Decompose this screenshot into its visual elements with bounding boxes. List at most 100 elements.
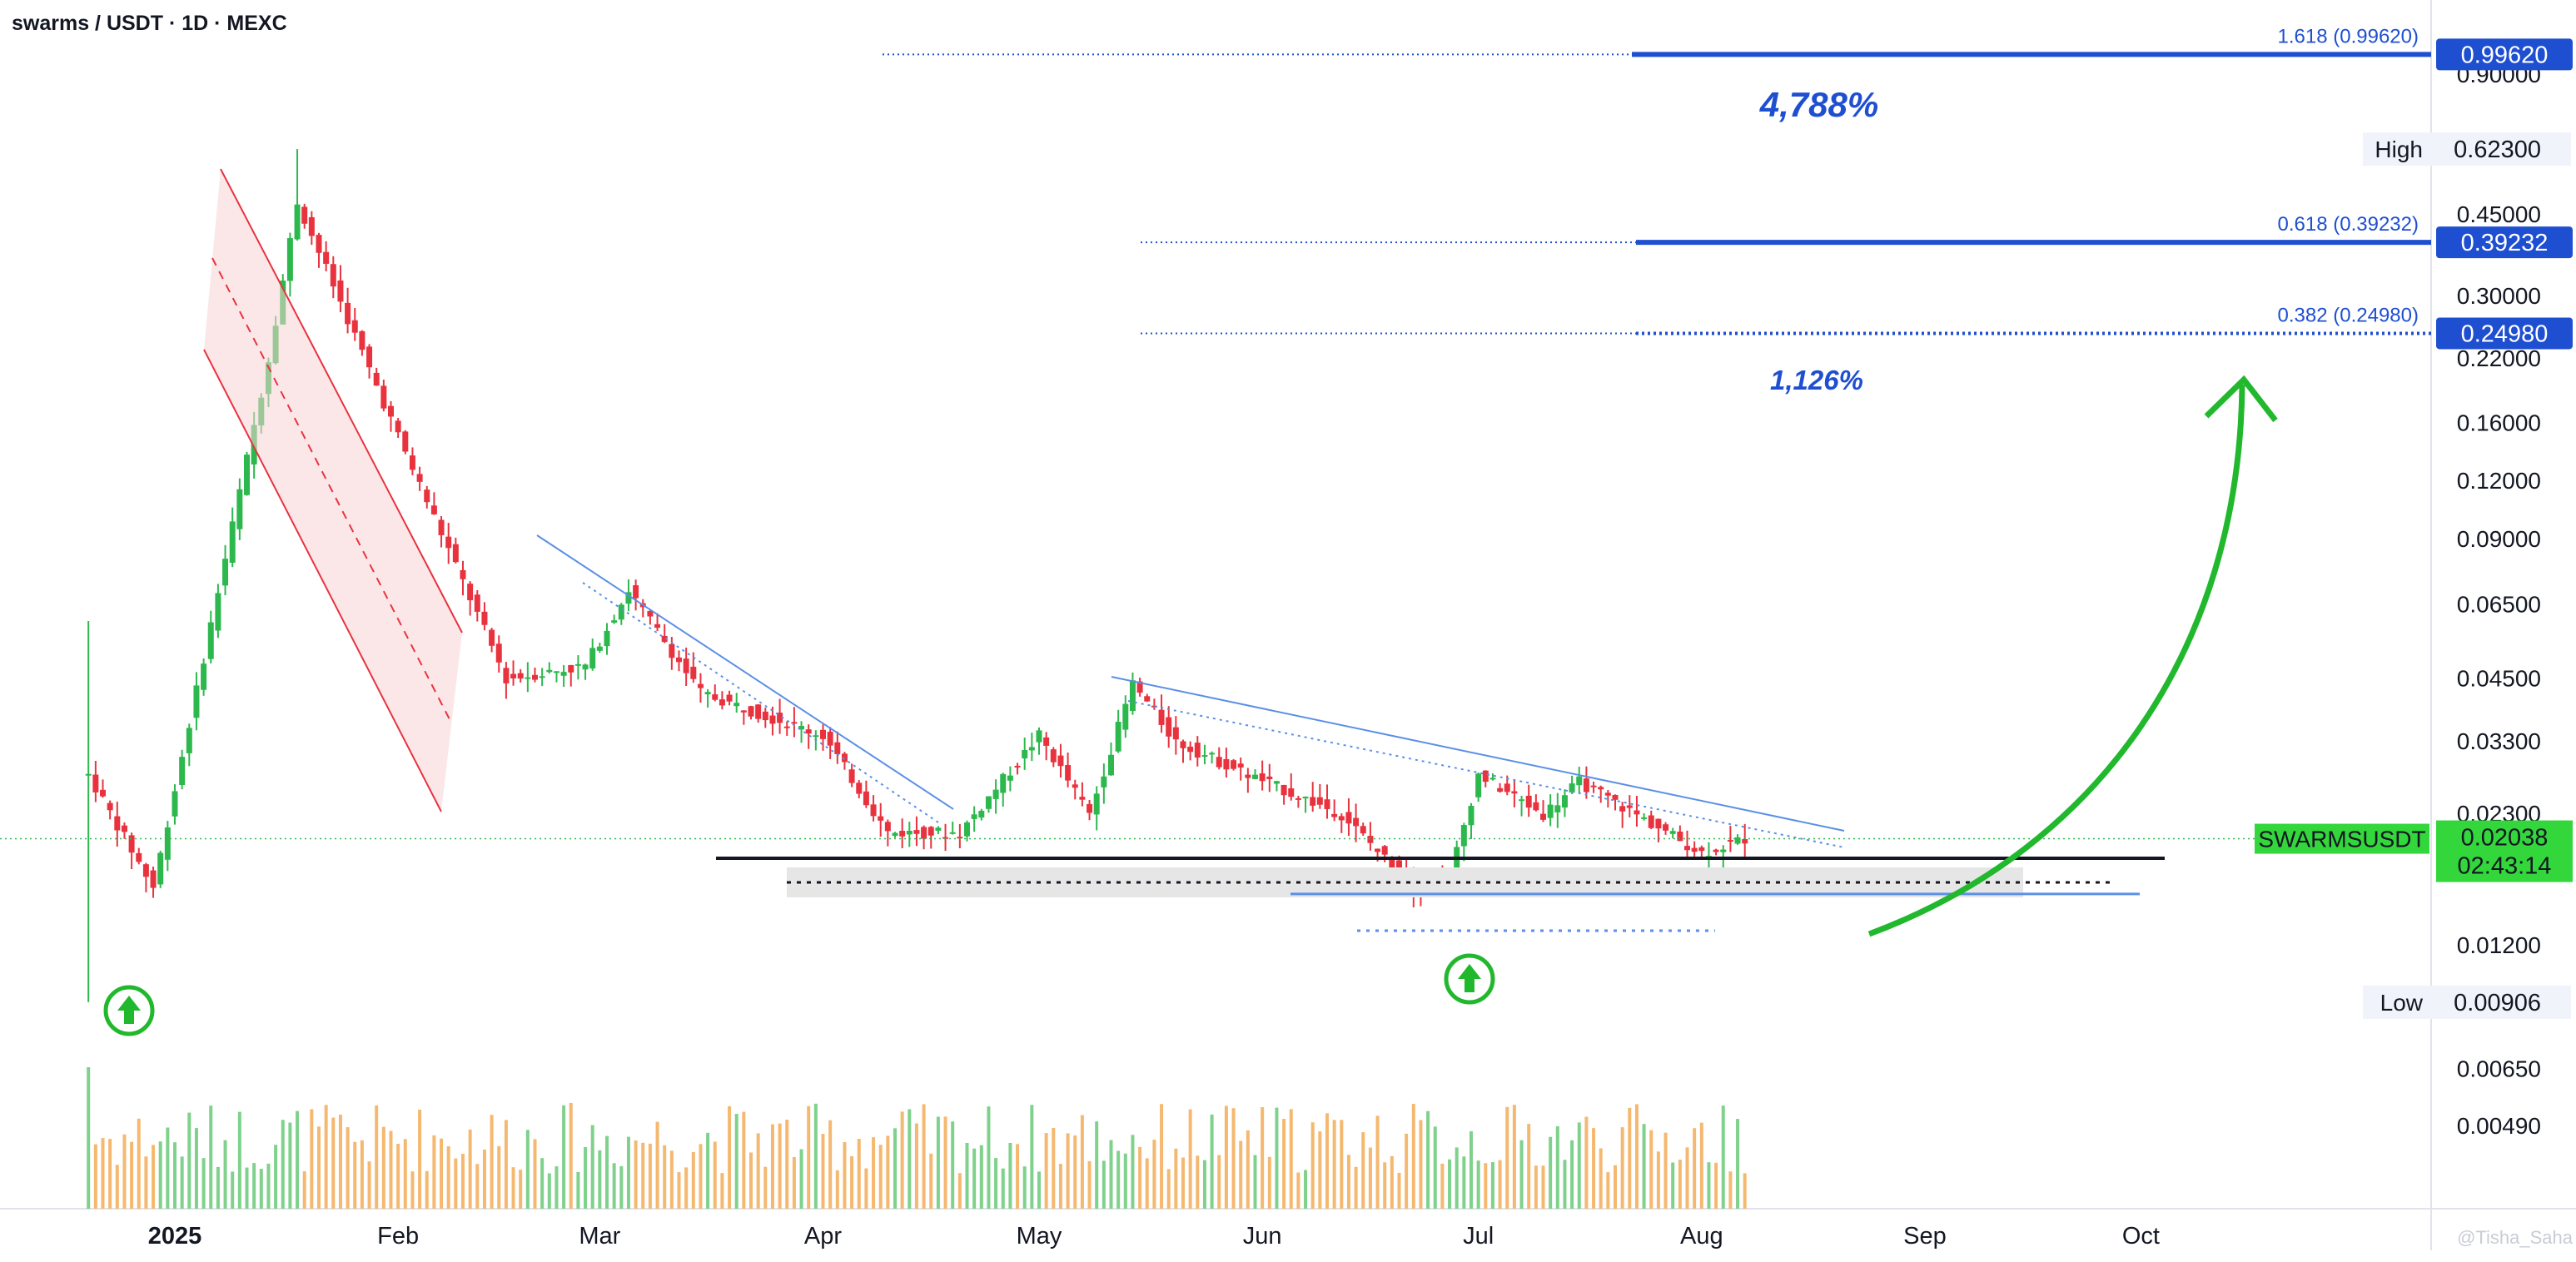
candle-body [1101,776,1107,788]
candle-body [1122,703,1129,730]
candle-body [1036,730,1042,743]
volume-bar [749,1152,753,1209]
volume-bar [886,1135,890,1209]
volume-bar [1519,1140,1524,1209]
candle-body [1324,799,1330,809]
volume-bar [634,1140,638,1209]
volume-bar [619,1165,624,1209]
volume-bar [1217,1155,1221,1209]
trendline-dotted-1 [582,582,942,825]
volume-bar [900,1111,904,1209]
volume-bar [1066,1133,1070,1209]
volume-bar [317,1126,321,1209]
candle-body [985,796,992,809]
volume-bar [497,1145,501,1209]
volume-bar [1361,1132,1365,1209]
time-axis[interactable]: 2025 Feb Mar Apr May Jun Jul Aug Sep Oct [148,1223,2160,1250]
volume-bar [1354,1166,1358,1209]
candle-body [1237,763,1244,768]
candle-body [1684,846,1690,851]
candle-body [949,832,956,834]
volume-bar [1527,1124,1531,1209]
volume-bar [1699,1122,1703,1209]
volume-bar [353,1141,357,1209]
volume-bar [511,1167,515,1209]
price-axis[interactable]: 0.900000.623000.450000.300000.220000.160… [2457,62,2541,1139]
volume-bar [1087,1160,1092,1209]
volume-bar [1433,1126,1437,1209]
candle-body [301,206,308,224]
target-gain-far: 4,788% [1759,85,1878,124]
fib-price-tag[interactable] [2436,226,2573,259]
volume-bar [1707,1162,1711,1209]
volume-bar [381,1126,385,1209]
volume-bar [1332,1120,1336,1209]
volume-bar [1628,1107,1632,1209]
candle-body [345,302,351,325]
candle-body [330,264,336,287]
volume-bar [302,1170,306,1209]
volume-bar [929,1153,933,1209]
low-marker[interactable]: Low 0.00906 [2363,985,2571,1019]
volume-bar [979,1145,983,1209]
candle-body [445,536,452,549]
low-marker-label: Low [2380,990,2424,1016]
volume-bars [87,1067,1747,1209]
volume-bar [1095,1121,1099,1209]
candle-body [215,593,221,631]
volume-bar [130,1141,134,1209]
volume-bar [1490,1162,1494,1209]
projection-arrow-head [2204,375,2278,423]
low-marker-value: 0.00906 [2454,990,2541,1016]
volume-bar [936,1116,940,1209]
fib-price-tag[interactable] [2436,317,2573,350]
candle-body [1641,817,1648,819]
candle-body [1316,797,1323,805]
candle-body [1007,775,1013,781]
volume-bar [346,1127,350,1209]
volume-bar [533,1139,537,1209]
candle-body [762,711,768,721]
high-marker[interactable]: High 0.62300 [2363,132,2571,166]
volume-bar [677,1172,681,1209]
candle-body [1626,805,1633,808]
candle-body [1072,784,1078,788]
candle-body [1497,788,1504,792]
candle-body [172,791,178,817]
fib-price-tag[interactable] [2436,38,2573,71]
fib-price-tag-label: 0.39232 [2461,230,2549,256]
candle-body [416,474,423,482]
volume-bar [684,1167,689,1209]
candle-body [1288,788,1295,797]
volume-bar [216,1166,220,1209]
volume-bar [137,1118,141,1209]
candle-body [957,837,963,839]
candle-body [1619,806,1626,812]
volume-bar [1289,1109,1293,1209]
volume-bar [1080,1115,1084,1209]
price-tick-label: 0.12000 [2457,468,2541,494]
time-tick-label: May [1017,1223,1062,1250]
volume-bar [1145,1158,1149,1209]
channel-lower-line [203,349,442,812]
price-tick-label: 0.30000 [2457,283,2541,309]
high-marker-badge [2363,132,2571,166]
candle-body [495,643,502,663]
candle-body [150,870,157,888]
candle-body [1540,813,1546,820]
candle-body [366,346,373,368]
volume-bar [425,1170,429,1209]
candle-body [1194,743,1201,758]
time-tick-label: Feb [377,1223,419,1250]
candle-body [1713,849,1719,852]
candle-body [1389,857,1395,871]
volume-bar [108,1139,112,1209]
volume-bar [1123,1153,1127,1209]
candle-body [834,742,841,754]
volume-bar [158,1141,162,1209]
volume-bar [223,1140,227,1209]
candle-body [625,592,632,604]
volume-bar [1052,1127,1056,1209]
